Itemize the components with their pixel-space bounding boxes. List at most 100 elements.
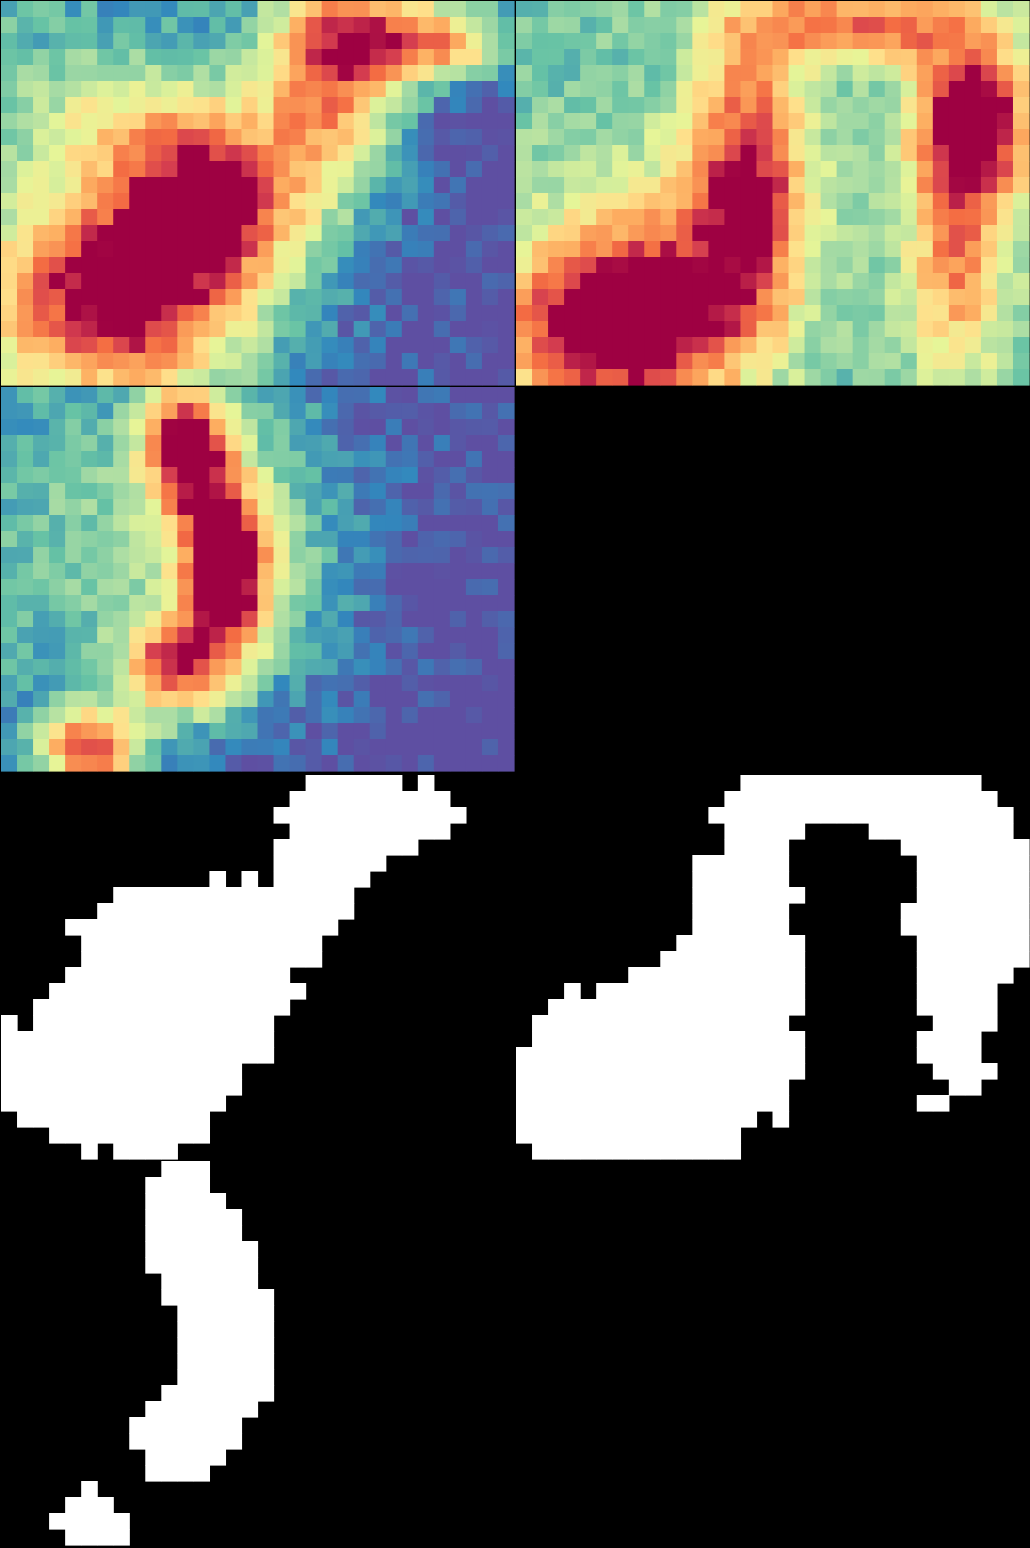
heatmap-cell [724,289,742,306]
heatmap-cell [113,675,130,692]
heatmap-cell [772,161,790,178]
heatmap-cell [385,755,403,772]
heatmap-cell [257,273,275,290]
heatmap-cell [17,145,34,162]
heatmap-cell [756,81,774,98]
heatmap-cell [916,209,934,226]
heatmap-cell [916,337,934,354]
heatmap-cell [465,257,483,274]
heatmap-cell [241,1031,259,1048]
heatmap-cell [964,791,982,808]
heatmap-cell [401,81,419,98]
heatmap-cell [241,919,259,936]
heatmap-cell [836,81,854,98]
heatmap-cell [113,595,130,612]
heatmap-cell [129,257,146,274]
heatmap-cell [692,273,709,290]
heatmap-cell [692,193,709,210]
heatmap-cell [177,1225,194,1242]
heatmap-cell [1012,871,1030,888]
heatmap-cell [740,1,758,18]
heatmap-cell [980,113,998,130]
heatmap-cell [33,387,50,404]
heatmap-cell [401,273,419,290]
heatmap-cell [676,1031,693,1048]
heatmap-cell [177,1257,194,1274]
heatmap-cell [980,209,998,226]
heatmap-cell [772,919,790,936]
heatmap-cell [465,145,483,162]
heatmap-cell [177,1241,194,1258]
heatmap-cell [97,353,114,370]
heatmap-cell [596,1,613,18]
heatmap-cell [1,627,18,644]
heatmap-cell [804,65,822,82]
heatmap-cell [532,177,549,194]
heatmap-cell [740,887,758,904]
heatmap-cell [644,273,661,290]
heatmap-cell [900,273,918,290]
heatmap-cell [209,193,227,210]
heatmap-cell [740,257,758,274]
heatmap-cell [113,515,130,532]
heatmap-cell [369,515,387,532]
heatmap-cell [289,241,307,258]
heatmap-cell [740,289,758,306]
heatmap-cell [97,1063,114,1080]
heatmap-cell [724,807,742,824]
heatmap-cell [788,1,806,18]
heatmap-cell [321,225,339,242]
heatmap-cell [481,467,499,484]
heatmap-cell [1,113,18,130]
heatmap-cell [257,369,275,386]
heatmap-cell [97,129,114,146]
heatmap-cell [676,1111,693,1128]
heatmap-cell [17,177,34,194]
heatmap-cell [964,807,982,824]
heatmap-cell [337,643,355,660]
heatmap-cell [225,967,243,984]
heatmap-cell [948,241,966,258]
heatmap-cell [225,305,243,322]
heatmap-cell [145,177,162,194]
heatmap-cell [1012,161,1030,178]
heatmap-cell [337,775,355,792]
heatmap-cell [129,305,146,322]
heatmap-cell [209,403,227,420]
heatmap-cell [129,337,146,354]
heatmap-cell [305,1,323,18]
heatmap-cell [516,1095,533,1112]
heatmap-cell [836,65,854,82]
heatmap-cell [369,369,387,386]
heatmap-cell [353,839,371,856]
heatmap-cell [836,257,854,274]
heatmap-cell [225,97,243,114]
heatmap-cell [756,369,774,386]
heatmap-cell [289,935,307,952]
heatmap-cell [241,871,259,888]
heatmap-cell [97,1095,114,1112]
heatmap-cell [948,1015,966,1032]
heatmap-cell [497,451,515,468]
heatmap-cell [900,33,918,50]
heatmap-cell [401,337,419,354]
heatmap-cell [996,177,1014,194]
heatmap-cell [305,611,323,628]
heatmap-cell [65,643,82,660]
heatmap-cell [836,791,854,808]
heatmap-cell [449,177,467,194]
heatmap-cell [433,595,451,612]
heatmap-cell [417,177,435,194]
heatmap-cell [33,499,50,516]
heatmap-cell [305,353,323,370]
heatmap-cell [481,33,499,50]
heatmap-cell [65,515,82,532]
heatmap-cell [852,305,870,322]
heatmap-cell [17,579,34,596]
heatmap-cell [980,33,998,50]
heatmap-cell [852,241,870,258]
heatmap-panel-2 [515,0,1030,386]
heatmap-cell [708,1095,726,1112]
heatmap-cell [916,17,934,34]
heatmap-cell [449,257,467,274]
